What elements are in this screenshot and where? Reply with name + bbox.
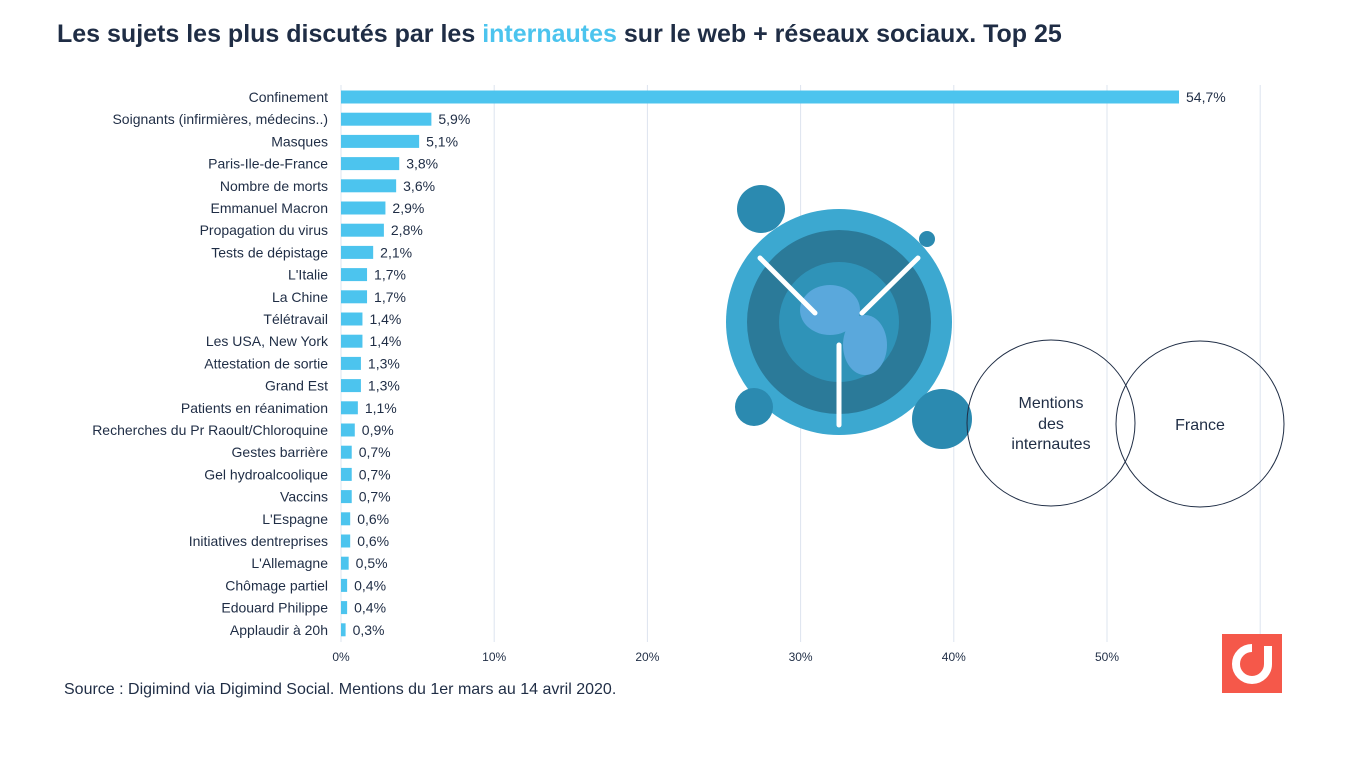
- category-label: Recherches du Pr Raoult/Chloroquine: [92, 422, 328, 438]
- data-label: 0,3%: [353, 622, 385, 638]
- data-label: 1,7%: [374, 289, 406, 305]
- bar: [341, 379, 361, 393]
- category-label: L'Espagne: [262, 511, 328, 527]
- virus-illustration: [726, 185, 972, 449]
- venn-label: France: [1175, 417, 1225, 434]
- category-label: La Chine: [272, 289, 328, 305]
- data-label: 0,9%: [362, 422, 394, 438]
- category-label: Tests de dépistage: [211, 244, 328, 260]
- bar: [341, 356, 361, 370]
- data-label: 3,8%: [406, 156, 438, 172]
- virus-icon: [912, 389, 972, 449]
- bar: [341, 467, 352, 481]
- bar: [341, 268, 368, 282]
- bar: [341, 601, 348, 615]
- x-tick-label: 50%: [1095, 650, 1119, 664]
- bar: [341, 134, 420, 148]
- category-label: Soignants (infirmières, médecins..): [112, 111, 328, 127]
- data-label: 2,9%: [392, 200, 424, 216]
- bar: [341, 490, 352, 504]
- bar: [341, 290, 368, 304]
- page-title: Les sujets les plus discutés par les int…: [57, 20, 1062, 49]
- venn-label: internautes: [1011, 436, 1090, 453]
- bar: [341, 556, 349, 570]
- venn-label: Mentions: [1019, 395, 1084, 412]
- data-label: 0,7%: [359, 489, 391, 505]
- bar: [341, 312, 363, 326]
- bar: [341, 423, 355, 437]
- category-label: Edouard Philippe: [221, 600, 328, 616]
- category-label: Vaccins: [280, 489, 328, 505]
- data-label: 0,4%: [354, 600, 386, 616]
- category-label: Grand Est: [265, 378, 328, 394]
- venn-label: des: [1038, 416, 1064, 433]
- category-label: Chômage partiel: [225, 577, 328, 593]
- data-label: 0,4%: [354, 577, 386, 593]
- category-label: Télétravail: [263, 311, 328, 327]
- data-label: 1,4%: [369, 311, 401, 327]
- digimind-logo: [1222, 634, 1282, 693]
- data-label: 3,6%: [403, 178, 435, 194]
- bar: [341, 90, 1180, 104]
- data-label: 1,7%: [374, 267, 406, 283]
- category-label: Confinement: [249, 89, 328, 105]
- category-label: Paris-Ile-de-France: [208, 156, 328, 172]
- bar: [341, 245, 374, 259]
- category-label: Patients en réanimation: [181, 400, 328, 416]
- data-label: 0,7%: [359, 466, 391, 482]
- category-label: Initiatives dentreprises: [189, 533, 328, 549]
- virus-icon: [735, 388, 773, 426]
- venn-diagram: Mentions des internautes France: [966, 339, 1285, 508]
- category-label: Gestes barrière: [232, 444, 329, 460]
- category-label: Nombre de morts: [220, 178, 328, 194]
- data-label: 1,1%: [365, 400, 397, 416]
- category-label: Attestation de sortie: [204, 355, 328, 371]
- data-label: 2,1%: [380, 244, 412, 260]
- data-label: 1,4%: [369, 333, 401, 349]
- data-label: 54,7%: [1186, 89, 1226, 105]
- bar: [341, 534, 351, 548]
- category-label: Masques: [271, 133, 328, 149]
- category-label: Gel hydroalcoolique: [204, 466, 328, 482]
- data-label: 1,3%: [368, 355, 400, 371]
- source-note: Source : Digimind via Digimind Social. M…: [64, 681, 617, 698]
- data-label: 1,3%: [368, 378, 400, 394]
- bar: [341, 157, 400, 171]
- data-label: 5,1%: [426, 133, 458, 149]
- x-tick-label: 20%: [635, 650, 659, 664]
- x-tick-label: 40%: [942, 650, 966, 664]
- category-label: Emmanuel Macron: [211, 200, 329, 216]
- bar: [341, 512, 351, 526]
- category-label: Applaudir à 20h: [230, 622, 328, 638]
- bar: [341, 112, 432, 126]
- bar: [341, 445, 352, 459]
- bar: [341, 179, 397, 193]
- title-part: sur le web + réseaux sociaux. Top 25: [616, 20, 1062, 48]
- x-tick-label: 0%: [332, 650, 350, 664]
- data-label: 0,6%: [357, 511, 389, 527]
- bar: [341, 201, 386, 215]
- category-label: Les USA, New York: [206, 333, 329, 349]
- x-tick-label: 10%: [482, 650, 506, 664]
- bar: [341, 623, 346, 637]
- x-tick-label: 30%: [789, 650, 813, 664]
- data-label: 2,8%: [391, 222, 423, 238]
- title-part: Les sujets les plus discutés par les: [57, 20, 483, 48]
- virus-icon: [919, 231, 935, 247]
- category-label: L'Allemagne: [251, 555, 328, 571]
- data-label: 0,5%: [356, 555, 388, 571]
- data-label: 0,6%: [357, 533, 389, 549]
- category-label: Propagation du virus: [200, 222, 328, 238]
- category-label: L'Italie: [288, 267, 328, 283]
- virus-icon: [737, 185, 785, 233]
- data-label: 5,9%: [438, 111, 470, 127]
- title-highlight: internautes: [482, 20, 617, 48]
- bar: [341, 401, 358, 415]
- bar: [341, 334, 363, 348]
- bar: [341, 578, 348, 592]
- bar: [341, 223, 384, 237]
- data-label: 0,7%: [359, 444, 391, 460]
